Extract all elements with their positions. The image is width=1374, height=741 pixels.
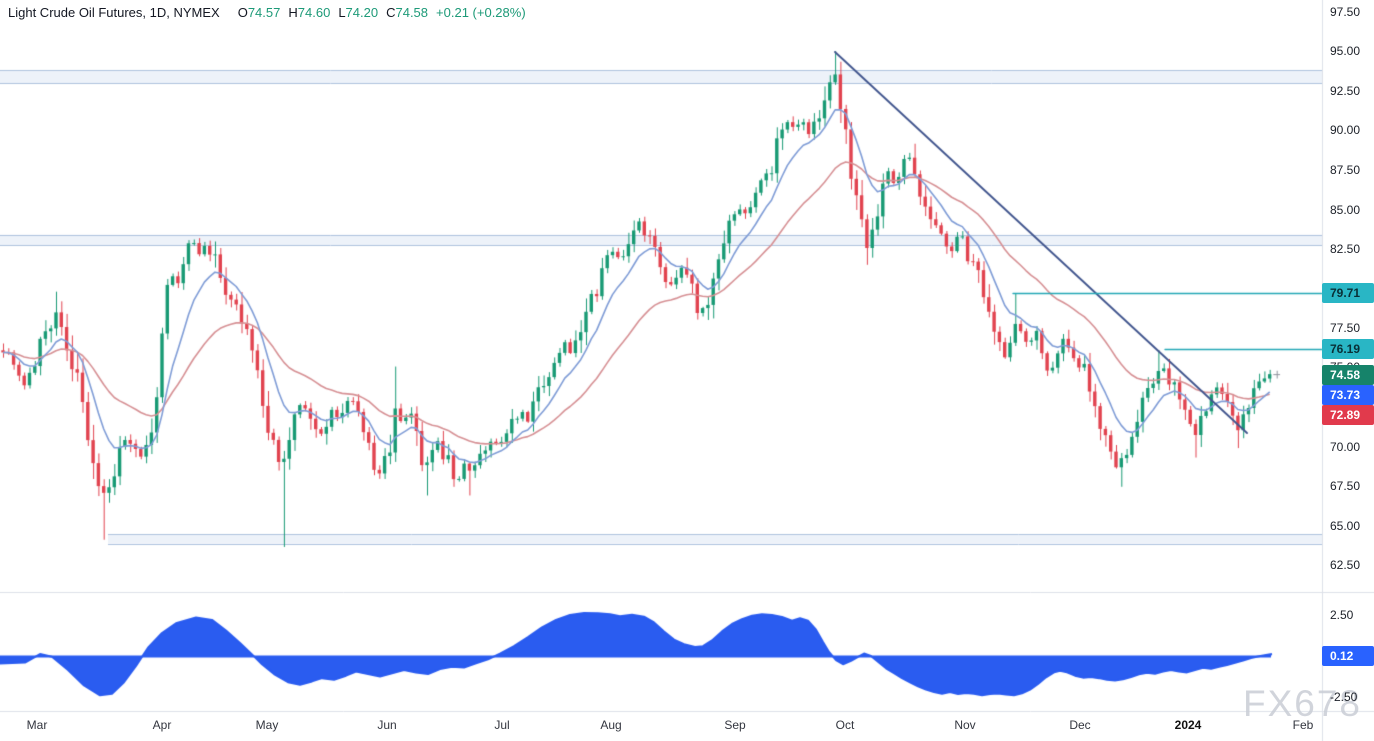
price-tick-label: 62.50 — [1330, 558, 1361, 572]
price-label-last-price: 74.58 — [1322, 365, 1374, 385]
price-axis[interactable]: 97.50 95.00 92.50 90.00 87.50 85.00 82.50 77.50… — [1322, 0, 1374, 741]
time-axis-label: Dec — [1069, 718, 1091, 732]
symbol-title[interactable]: Light Crude Oil Futures, 1D, NYMEX — [8, 5, 220, 20]
symbol-info-bar: Light Crude Oil Futures, 1D, NYMEX O74.57… — [8, 5, 526, 20]
time-axis-label: Oct — [835, 718, 855, 732]
ohlc-open-label: O — [237, 5, 248, 20]
time-axis-label: Sep — [724, 718, 746, 732]
price-tick-label: 92.50 — [1330, 84, 1361, 98]
ohlc-high-value: 74.60 — [297, 5, 331, 20]
time-axis-label: Mar — [26, 718, 48, 732]
ohlc-high-label: H — [288, 5, 298, 20]
time-axis-label: Apr — [152, 718, 172, 732]
price-tick-label: 97.50 — [1330, 5, 1361, 19]
fx678-watermark: FX678 — [1243, 683, 1363, 724]
price-tick-label: 90.00 — [1330, 123, 1361, 137]
price-tick-label: 67.50 — [1330, 479, 1361, 493]
time-axis-label: Aug — [600, 718, 622, 732]
change-value: +0.21 (+0.28%) — [436, 5, 526, 20]
time-axis[interactable]: Mar Apr May Jun Jul Aug Sep Oct Nov Dec 2024 Feb — [0, 712, 1374, 741]
price-tick-label: 77.50 — [1330, 321, 1361, 335]
oscillator-tick-label: -2.50 — [1330, 690, 1358, 704]
ohlc-low-value: 74.20 — [345, 5, 379, 20]
price-tick-label: 70.00 — [1330, 440, 1361, 454]
price-label-ray: 79.71 — [1322, 283, 1374, 303]
time-axis-label: Nov — [954, 718, 976, 732]
time-axis-label: Feb — [1292, 718, 1314, 732]
ohlc-close-label: C — [386, 5, 396, 20]
price-tick-label: 95.00 — [1330, 44, 1361, 58]
time-axis-label: May — [255, 718, 279, 732]
ohlc-open-value: 74.57 — [247, 5, 281, 20]
time-axis-label: Jul — [494, 718, 510, 732]
time-axis-label: 2024 — [1174, 718, 1202, 732]
ohlc-low-label: L — [338, 5, 346, 20]
time-axis-label: Jun — [377, 718, 397, 732]
oscillator-tick-label: 2.50 — [1330, 608, 1354, 622]
price-label-ma-fast: 73.73 — [1322, 385, 1374, 405]
price-tick-label: 65.00 — [1330, 519, 1361, 533]
price-label-ray: 76.19 — [1322, 339, 1374, 359]
price-label-ma-slow: 72.89 — [1322, 405, 1374, 425]
oscillator-value-label: 0.12 — [1322, 646, 1374, 666]
price-tick-label: 87.50 — [1330, 163, 1361, 177]
ohlc-close-value: 74.58 — [395, 5, 429, 20]
price-tick-label: 85.00 — [1330, 203, 1361, 217]
price-tick-label: 82.50 — [1330, 242, 1361, 256]
